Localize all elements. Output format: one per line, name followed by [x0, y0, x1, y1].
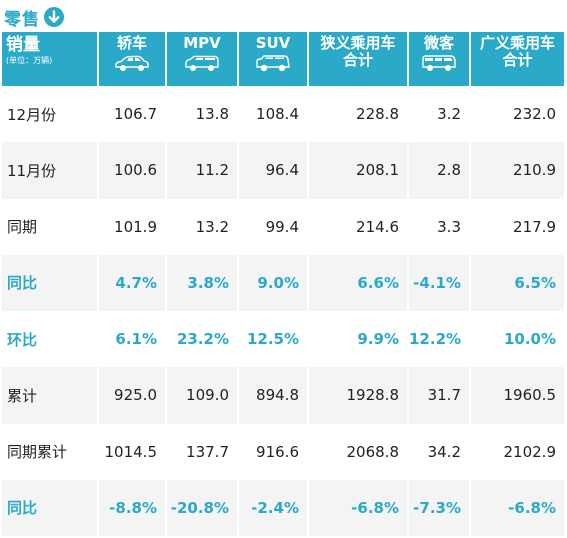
table-cell: 99.4: [238, 198, 309, 255]
column-title: 狭义乘用车: [320, 34, 396, 52]
table-cell: 1928.8: [308, 367, 409, 424]
table-cell: 916.6: [238, 423, 309, 480]
column-title: MPV: [183, 34, 221, 52]
column-header-broad-total: 广义乘用车 合计: [470, 32, 564, 86]
column-header-sedan: 轿车: [98, 32, 167, 86]
table-cell: -20.8%: [166, 479, 239, 536]
table-cell: 96.4: [238, 142, 309, 199]
table-row: 11月份 100.6 11.2 96.4 208.1 2.8 210.9: [2, 142, 564, 199]
table-cell: 101.9: [98, 198, 167, 255]
column-title: 微客: [423, 34, 454, 52]
table-cell: 109.0: [166, 367, 239, 424]
column-title-line2: 合计: [502, 51, 533, 69]
column-header-minivan: 微客: [408, 32, 471, 86]
table-cell: 228.8: [308, 86, 409, 143]
table-row: 同比 4.7% 3.8% 9.0% 6.6% -4.1% 6.5%: [2, 254, 564, 311]
table-cell: 2102.9: [470, 423, 564, 480]
table-cell: 137.7: [166, 423, 239, 480]
table-cell: 23.2%: [166, 311, 239, 368]
table-cell: 210.9: [470, 142, 564, 199]
table-cell: 11.2: [166, 142, 239, 199]
table-cell: 108.4: [238, 86, 309, 143]
header-corner: 销量 (单位：万辆): [2, 32, 99, 86]
table-cell: 1960.5: [470, 367, 564, 424]
table-cell: 4.7%: [98, 254, 167, 311]
table-cell: -8.8%: [98, 479, 167, 536]
table-cell: 3.3: [408, 198, 471, 255]
table-cell: 6.6%: [308, 254, 409, 311]
column-header-suv: SUV: [238, 32, 309, 86]
row-label: 同期: [2, 198, 99, 255]
table-cell: -2.4%: [238, 479, 309, 536]
mpv-icon: [185, 55, 219, 71]
table-cell: 12.5%: [238, 311, 309, 368]
table-row: 同期累计 1014.5 137.7 916.6 2068.8 34.2 2102.9: [2, 423, 564, 480]
table-row: 同期 101.9 13.2 99.4 214.6 3.3 217.9: [2, 198, 564, 255]
table-cell: 6.1%: [98, 311, 167, 368]
table-cell: 9.9%: [308, 311, 409, 368]
table-cell: 13.2: [166, 198, 239, 255]
section-title-text: 零售: [4, 9, 40, 30]
row-label: 同比: [2, 254, 99, 311]
row-label: 同比: [2, 479, 99, 536]
table-cell: 894.8: [238, 367, 309, 424]
table-cell: 10.0%: [470, 311, 564, 368]
column-title: 广义乘用车: [479, 34, 555, 52]
table-cell: -7.3%: [408, 479, 471, 536]
table-cell: 31.7: [408, 367, 471, 424]
table-cell: -6.8%: [470, 479, 564, 536]
table-cell: 232.0: [470, 86, 564, 143]
table-cell: 214.6: [308, 198, 409, 255]
table-body: 12月份 106.7 13.8 108.4 228.8 3.2 232.0 11月份 100.6…: [2, 86, 564, 536]
table-cell: 9.0%: [238, 254, 309, 311]
sales-table: 销量 (单位：万辆) 轿车 MPV SUV: [2, 32, 564, 536]
corner-unit: (单位：万辆): [6, 56, 53, 65]
sedan-icon: [115, 55, 149, 71]
table-row: 累计 925.0 109.0 894.8 1928.8 31.7 1960.5: [2, 367, 564, 424]
table-cell: 6.5%: [470, 254, 564, 311]
table-cell: -4.1%: [408, 254, 471, 311]
table-row: 同比 -8.8% -20.8% -2.4% -6.8% -7.3% -6.8%: [2, 479, 564, 536]
section-title: 零售: [4, 5, 64, 30]
table-cell: 208.1: [308, 142, 409, 199]
corner-title: 销量: [6, 35, 40, 55]
row-label: 累计: [2, 367, 99, 424]
table-cell: 106.7: [98, 86, 167, 143]
column-title-line2: 合计: [342, 51, 373, 69]
row-label: 12月份: [2, 86, 99, 143]
column-header-narrow-total: 狭义乘用车 合计: [308, 32, 409, 86]
column-header-mpv: MPV: [166, 32, 239, 86]
row-label: 环比: [2, 311, 99, 368]
table-cell: 34.2: [408, 423, 471, 480]
minivan-icon: [422, 55, 456, 71]
table-cell: 13.8: [166, 86, 239, 143]
table-cell: 100.6: [98, 142, 167, 199]
table-cell: 217.9: [470, 198, 564, 255]
table-cell: 3.2: [408, 86, 471, 143]
table-header-row: 销量 (单位：万辆) 轿车 MPV SUV: [2, 32, 564, 86]
table-cell: 3.8%: [166, 254, 239, 311]
table-cell: 1014.5: [98, 423, 167, 480]
suv-icon: [256, 55, 290, 72]
table-cell: 2068.8: [308, 423, 409, 480]
row-label: 同期累计: [2, 423, 99, 480]
table-cell: 2.8: [408, 142, 471, 199]
arrow-down-circle-icon: [44, 7, 64, 27]
table-cell: -6.8%: [308, 479, 409, 536]
table-row: 环比 6.1% 23.2% 12.5% 9.9% 12.2% 10.0%: [2, 311, 564, 368]
row-label: 11月份: [2, 142, 99, 199]
column-title: SUV: [255, 34, 291, 52]
table-row: 12月份 106.7 13.8 108.4 228.8 3.2 232.0: [2, 86, 564, 143]
column-title: 轿车: [116, 34, 147, 52]
table-cell: 12.2%: [408, 311, 471, 368]
table-cell: 925.0: [98, 367, 167, 424]
